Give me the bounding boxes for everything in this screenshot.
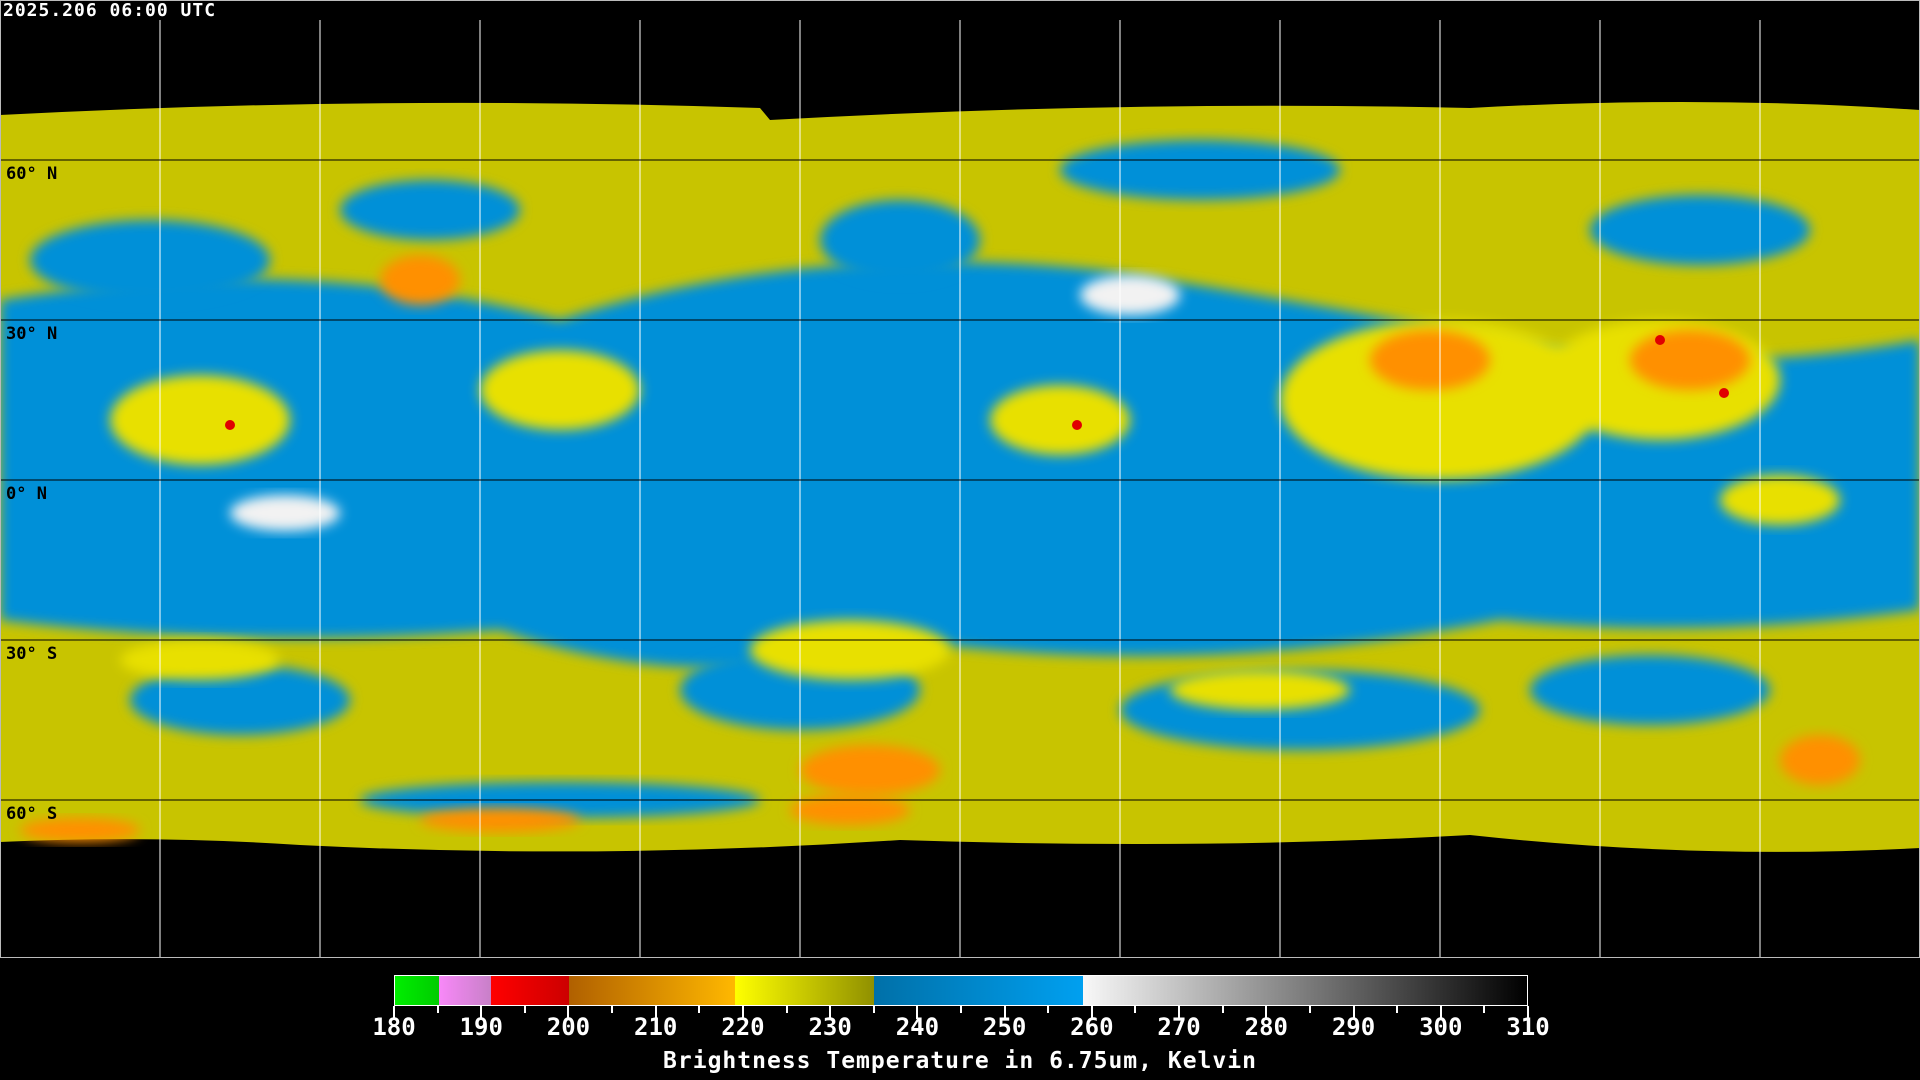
colorbar-tick bbox=[1221, 1006, 1224, 1013]
colorbar-tick bbox=[1439, 1006, 1442, 1019]
colorbar-segment bbox=[490, 976, 570, 1005]
dry-slot bbox=[30, 220, 270, 300]
deep-convection bbox=[800, 745, 940, 795]
colorbar-tick bbox=[1047, 1006, 1050, 1013]
colorbar-tick-label: 190 bbox=[459, 1013, 503, 1041]
cloud-cluster bbox=[120, 640, 280, 680]
colorbar-tick bbox=[1003, 1006, 1006, 1019]
colorbar-segment bbox=[438, 976, 491, 1005]
colorbar-tick bbox=[436, 1006, 439, 1013]
convective-core bbox=[1072, 420, 1082, 430]
convective-core bbox=[225, 420, 235, 430]
deep-convection bbox=[420, 808, 580, 832]
lat-label-0n: 0° N bbox=[6, 484, 47, 504]
cloud-cluster bbox=[990, 385, 1130, 455]
lat-lon-grid bbox=[0, 20, 1920, 958]
colorbar-tick-label: 240 bbox=[895, 1013, 940, 1041]
colorbar-tick-label: 270 bbox=[1157, 1013, 1201, 1041]
colorbar-tick bbox=[1483, 1006, 1486, 1013]
very-dry-region bbox=[1080, 275, 1180, 315]
dry-slot bbox=[1060, 140, 1340, 200]
cloud-cluster bbox=[480, 350, 640, 430]
colorbar-segment bbox=[569, 976, 735, 1005]
colorbar-tick-label: 210 bbox=[634, 1013, 678, 1041]
colorbar-tick-label: 260 bbox=[1070, 1013, 1114, 1041]
colorbar-tick-label: 300 bbox=[1419, 1013, 1463, 1041]
deep-convection bbox=[1630, 330, 1750, 390]
colorbar-tick bbox=[741, 1006, 744, 1019]
lat-label-60s: 60° S bbox=[6, 804, 58, 824]
colorbar-tick-label: 290 bbox=[1331, 1013, 1376, 1041]
colorbar-segment bbox=[873, 976, 1083, 1005]
colorbar-tick-label: 310 bbox=[1506, 1013, 1550, 1041]
lat-label-30s: 30° S bbox=[6, 644, 58, 664]
very-dry-region bbox=[230, 495, 340, 531]
water-vapor-map bbox=[0, 0, 1920, 958]
colorbar-tick bbox=[960, 1006, 962, 1013]
colorbar-title: Brightness Temperature in 6.75um, Kelvin bbox=[663, 1048, 1257, 1074]
lat-label-30n: 30° N bbox=[6, 324, 58, 344]
cloud-cluster bbox=[1170, 670, 1350, 710]
colorbar-tick-label: 200 bbox=[546, 1013, 591, 1041]
colorbar-tick bbox=[393, 1006, 395, 1019]
colorbar-tick bbox=[523, 1006, 526, 1013]
colorbar-tick bbox=[785, 1006, 788, 1013]
colorbar-segment bbox=[734, 976, 874, 1005]
colorbar-tick bbox=[916, 1006, 919, 1019]
dry-slot bbox=[130, 665, 350, 735]
colorbar-tick bbox=[872, 1006, 875, 1013]
colorbar-tick-label: 250 bbox=[982, 1013, 1027, 1041]
colorbar-tick bbox=[1527, 1006, 1529, 1019]
colorbar-tick bbox=[1265, 1006, 1268, 1019]
dry-slot bbox=[1530, 655, 1770, 725]
colorbar-tick bbox=[698, 1006, 701, 1013]
colorbar-tick bbox=[1178, 1006, 1181, 1019]
colorbar-tick-label: 230 bbox=[808, 1013, 852, 1041]
colorbar-tick bbox=[829, 1006, 832, 1019]
colorbar-tick bbox=[1352, 1006, 1355, 1019]
colorbar-tick bbox=[611, 1006, 614, 1013]
deep-convection bbox=[20, 818, 140, 842]
colorbar-tick bbox=[1308, 1006, 1311, 1013]
convective-core bbox=[1719, 388, 1729, 398]
colorbar-tick-label: 220 bbox=[721, 1013, 765, 1041]
dry-slot bbox=[1590, 195, 1810, 265]
colorbar bbox=[394, 975, 1528, 1006]
colorbar-tick bbox=[654, 1006, 657, 1019]
convective-core bbox=[1655, 335, 1665, 345]
colorbar-tick bbox=[1090, 1006, 1093, 1019]
colorbar-tick bbox=[1396, 1006, 1399, 1013]
colorbar-segment bbox=[395, 976, 439, 1005]
dry-slot bbox=[340, 180, 520, 240]
colorbar-segment bbox=[1082, 976, 1527, 1005]
colorbar-tick-label: 180 bbox=[372, 1013, 416, 1041]
cloud-cluster bbox=[110, 375, 290, 465]
deep-convection bbox=[1370, 330, 1490, 390]
dry-slot bbox=[820, 200, 980, 280]
deep-convection bbox=[380, 255, 460, 305]
colorbar-tick bbox=[480, 1006, 483, 1019]
colorbar-tick bbox=[567, 1006, 570, 1019]
deep-convection bbox=[790, 795, 910, 825]
cloud-cluster bbox=[1720, 475, 1840, 525]
colorbar-tick bbox=[1134, 1006, 1137, 1013]
colorbar-tick-label: 280 bbox=[1244, 1013, 1288, 1041]
deep-convection bbox=[1780, 735, 1860, 785]
cloud-cluster bbox=[750, 620, 950, 680]
lat-label-60n: 60° N bbox=[6, 164, 58, 184]
timestamp: 2025.206 06:00 UTC bbox=[3, 0, 217, 21]
